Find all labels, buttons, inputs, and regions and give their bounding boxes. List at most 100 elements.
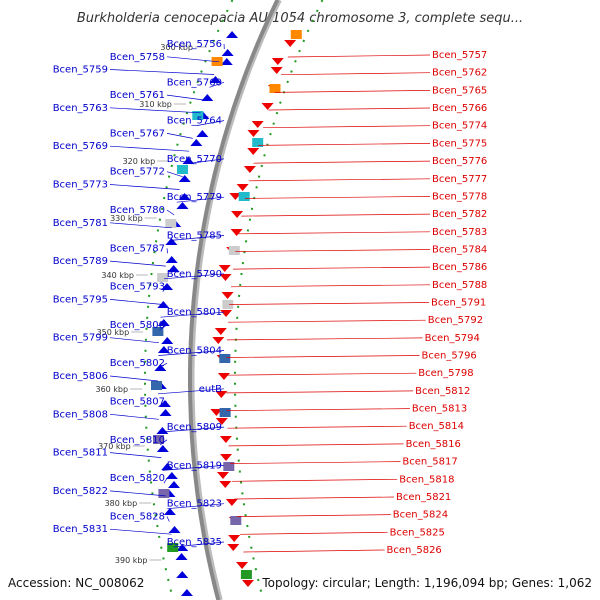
left-leader-line	[109, 222, 172, 229]
genome-arcs	[144, 0, 324, 600]
left-strand-feature	[165, 256, 178, 263]
left-leader-line	[160, 439, 168, 446]
right-strand-feature	[219, 274, 232, 281]
left-leader-line	[166, 516, 170, 522]
right-gene-label: Bcen_5817	[402, 457, 457, 468]
right-leader-line	[230, 461, 401, 464]
colored-feature-block	[167, 543, 179, 552]
right-gene-label: Bcen_5775	[432, 138, 487, 149]
left-gene-label: Bcen_5793	[110, 282, 165, 293]
left-strand-feature	[159, 409, 172, 416]
gene-labels: Bcen_5756Bcen_5758Bcen_5759Bcen_5760Bcen…	[53, 39, 488, 556]
right-gene-label: Bcen_5812	[415, 386, 470, 397]
left-strand-feature	[157, 319, 170, 326]
left-leader-line	[166, 133, 193, 139]
right-leader-line	[235, 249, 431, 252]
left-gene-label: Bcen_5811	[53, 448, 108, 459]
left-gene-label: Bcen_5828	[110, 512, 165, 523]
right-leader-line	[226, 355, 420, 358]
left-strand-feature	[201, 94, 214, 101]
left-strand-feature	[190, 139, 203, 146]
right-strand-feature	[231, 211, 244, 218]
left-gene-label: Bcen_5809	[167, 422, 222, 433]
right-gene-label: Bcen_5791	[431, 298, 486, 309]
left-leader-line	[109, 375, 159, 382]
scale-label: 300 kbp	[160, 43, 193, 52]
right-strand-feature	[210, 409, 223, 416]
left-leader-line	[167, 503, 225, 510]
colored-feature-block	[192, 111, 204, 120]
right-leader-line	[231, 478, 398, 482]
colored-feature-block	[228, 246, 240, 255]
left-gene-label: Bcen_5773	[53, 180, 108, 191]
left-leader-line	[109, 528, 172, 535]
left-gene-label: Bcen_5761	[110, 90, 165, 101]
right-strand-feature	[270, 67, 283, 74]
right-strand-feature	[247, 148, 260, 155]
left-gene-label: Bcen_5806	[53, 371, 108, 382]
right-leader-line	[226, 390, 414, 394]
left-gene-label: eutB	[199, 384, 222, 395]
right-strand-feature	[218, 265, 231, 272]
right-strand-feature	[236, 562, 249, 569]
left-strand-feature	[196, 130, 209, 137]
right-leader-line	[268, 107, 431, 111]
right-gene-label: Bcen_5792	[428, 315, 483, 326]
right-leader-line	[280, 72, 431, 76]
colored-feature-block	[222, 300, 234, 309]
scale-labels: 300 kbp 310 kbp 320 kbp 330 kbp 340 kbp 350 k…	[95, 43, 208, 565]
right-strand-feature	[225, 499, 238, 506]
left-gene-label: Bcen_5779	[167, 192, 222, 203]
left-leader-line	[109, 145, 190, 152]
left-leader-line	[176, 196, 225, 203]
left-gene-label: Bcen_5790	[167, 269, 222, 280]
left-leader-line	[166, 248, 168, 254]
left-leader-line	[196, 120, 225, 126]
right-gene-label: Bcen_5783	[432, 227, 487, 238]
left-leader-line	[169, 235, 225, 241]
colored-feature-block	[223, 462, 235, 471]
left-leader-line	[162, 465, 225, 471]
scale-label: 380 kbp	[105, 499, 138, 508]
left-gene-label: Bcen_5767	[110, 128, 165, 139]
left-gene-label: Bcen_5802	[110, 358, 165, 369]
right-strand-feature	[214, 328, 227, 335]
left-gene-label: Bcen_5772	[110, 167, 165, 178]
colored-feature-block	[240, 570, 252, 579]
right-gene-label: Bcen_5825	[390, 527, 445, 538]
left-strand-feature	[178, 193, 191, 200]
scale-label: 360 kbp	[95, 385, 128, 394]
right-strand-feature	[217, 373, 230, 380]
left-strand-feature	[180, 589, 193, 596]
right-leader-line	[229, 302, 430, 305]
right-leader-line	[243, 549, 385, 553]
colored-feature-block	[153, 435, 164, 444]
left-strand-feature	[220, 58, 233, 65]
left-leader-line	[109, 490, 166, 497]
left-leader-line	[109, 413, 159, 420]
right-leader-line	[236, 514, 391, 517]
left-leader-line	[159, 324, 168, 331]
right-gene-label: Bcen_5818	[399, 474, 454, 485]
right-strand-feature	[221, 292, 234, 299]
left-gene-label: Bcen_5759	[53, 65, 108, 76]
left-leader-line	[109, 260, 166, 267]
left-leader-line	[158, 350, 225, 356]
right-gene-label: Bcen_5778	[432, 191, 487, 202]
right-gene-label: Bcen_5777	[432, 174, 487, 185]
right-leader-line	[225, 372, 417, 376]
right-gene-label: Bcen_5762	[432, 68, 487, 79]
left-leader-line	[157, 362, 168, 369]
right-strand-feature	[216, 472, 229, 479]
right-leader-line	[238, 231, 431, 235]
left-strand-feature	[156, 445, 169, 452]
right-gene-label: Bcen_5757	[432, 50, 487, 61]
left-gene-label: Bcen_5760	[167, 77, 222, 88]
right-leader-line	[228, 443, 404, 447]
left-gene-label: Bcen_5758	[110, 52, 165, 63]
left-leader-line	[162, 286, 168, 292]
left-leader-line	[159, 426, 225, 433]
right-gene-label: Bcen_5788	[432, 280, 487, 291]
right-strand-feature	[212, 337, 225, 344]
right-gene-label: Bcen_5813	[412, 404, 467, 415]
